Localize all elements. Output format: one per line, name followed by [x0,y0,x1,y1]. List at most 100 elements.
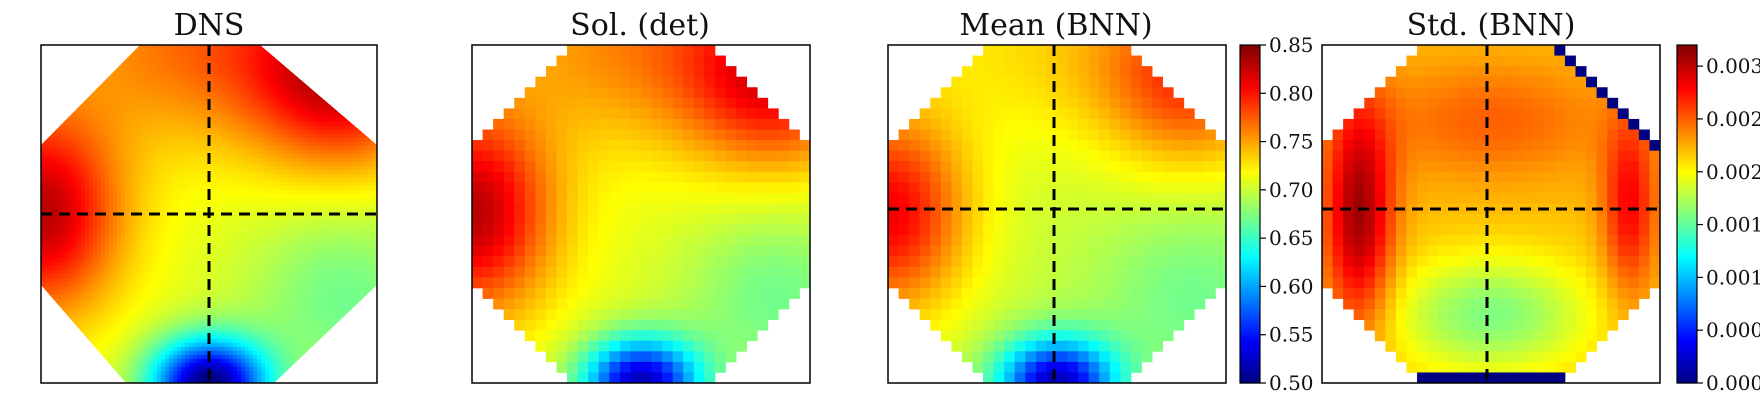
heatmap-cell [93,222,98,227]
heatmap-cell [109,214,114,219]
heatmap-cell [109,161,114,167]
heatmap-cell [121,209,126,215]
heatmap-cell [101,137,106,143]
heatmap-cell [141,218,146,223]
heatmap-cell [97,97,102,102]
heatmap-cell [125,61,130,66]
heatmap-cell [129,374,134,380]
heatmap-cell [57,362,62,368]
heatmap-cell [89,234,94,239]
heatmap-cell [153,258,158,263]
heatmap-cell [209,117,214,123]
heatmap-cell [125,342,130,348]
heatmap-cell [137,366,142,372]
heatmap-cell [253,298,258,304]
heatmap-cell [161,238,166,243]
heatmap-cell [161,85,166,90]
heatmap-cell [249,45,254,50]
heatmap-cell [177,61,182,66]
heatmap-cell [213,189,218,195]
heatmap-cell [193,169,198,175]
heatmap-cell [181,173,186,179]
heatmap-cell [241,246,246,251]
heatmap-cell [173,125,178,131]
heatmap-cell [53,61,58,66]
heatmap-cell [101,149,106,155]
heatmap-cell [249,342,254,348]
heatmap-cell [133,105,138,110]
heatmap-cell [233,338,238,344]
heatmap-cell [77,141,82,147]
heatmap-cell [65,177,70,183]
heatmap-cell [185,250,190,255]
heatmap-cell [105,97,110,102]
heatmap-cell [245,177,250,183]
heatmap-cell [217,129,222,135]
heatmap-cell [257,286,262,292]
heatmap-cell [241,338,246,344]
heatmap-cell [125,362,130,368]
heatmap-cell [77,85,82,90]
heatmap-cell [217,262,222,267]
heatmap-cell [101,314,106,320]
heatmap-cell [73,189,78,195]
heatmap-cell [213,290,218,296]
heatmap-cell [137,105,142,110]
heatmap-cell [205,93,210,98]
heatmap-cell [169,342,174,348]
heatmap-cell [189,109,194,114]
heatmap-cell [161,129,166,135]
heatmap-cell [265,338,270,344]
heatmap-cell [217,370,222,376]
heatmap-cell [245,326,250,332]
heatmap-cell [105,230,110,235]
heatmap-cell [209,57,214,62]
heatmap-cell [145,302,150,308]
heatmap-cell [245,310,250,316]
heatmap-cell [269,161,274,167]
heatmap-cell [213,101,218,106]
heatmap-cell [45,222,50,227]
heatmap-cell [101,374,106,380]
heatmap-cell [225,81,230,86]
heatmap-cell [49,113,54,119]
heatmap-cell [101,282,106,288]
heatmap-cell [109,322,114,328]
heatmap-cell [113,125,118,131]
heatmap-cell [257,205,262,211]
heatmap-cell [185,181,190,187]
heatmap-cell [225,334,230,340]
heatmap-cell [93,262,98,267]
heatmap-cell [193,258,198,263]
heatmap-cell [149,298,154,304]
heatmap-cell [169,330,174,336]
heatmap-cell [77,173,82,179]
heatmap-cell [117,145,122,151]
heatmap-cell [169,173,174,179]
heatmap-cell [265,318,270,324]
heatmap-cell [209,326,214,332]
heatmap-cell [233,342,238,348]
heatmap-cell [229,165,234,171]
heatmap-cell [233,69,238,74]
heatmap-cell [81,290,86,296]
heatmap-cell [105,218,110,223]
heatmap-cell [77,165,82,171]
heatmap-cell [45,97,50,102]
heatmap-cell [61,69,66,74]
heatmap-cell [145,254,150,259]
heatmap-cell [265,314,270,320]
heatmap-cell [149,274,154,279]
heatmap-cell [81,314,86,320]
heatmap-cell [241,294,246,300]
heatmap-cell [69,274,74,279]
heatmap-cell [113,346,118,352]
heatmap-cell [273,185,278,191]
heatmap-cell [49,169,54,175]
heatmap-cell [161,298,166,304]
heatmap-cell [105,326,110,332]
heatmap-cell [249,282,254,288]
heatmap-cell [241,209,246,215]
heatmap-cell [73,282,78,288]
heatmap-cell [149,73,154,78]
